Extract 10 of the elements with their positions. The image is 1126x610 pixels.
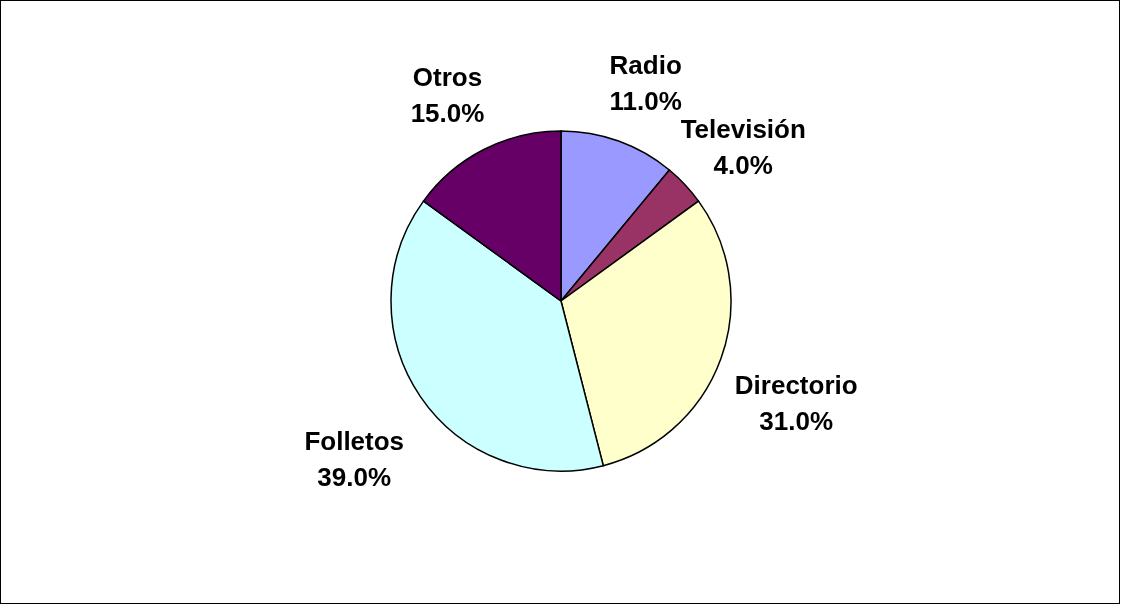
slice-label: Otros xyxy=(412,62,483,93)
data-label: 31.0% xyxy=(759,405,834,436)
slice-label: Directorio xyxy=(734,369,858,400)
slice-label: Televisión xyxy=(680,113,806,144)
slice-label: Folletos xyxy=(304,425,405,456)
data-label: 4.0% xyxy=(713,149,773,180)
slice-label: Radio xyxy=(609,49,682,80)
data-label: 39.0% xyxy=(317,461,392,492)
data-label: 15.0% xyxy=(410,98,485,129)
data-label: 11.0% xyxy=(609,85,682,116)
